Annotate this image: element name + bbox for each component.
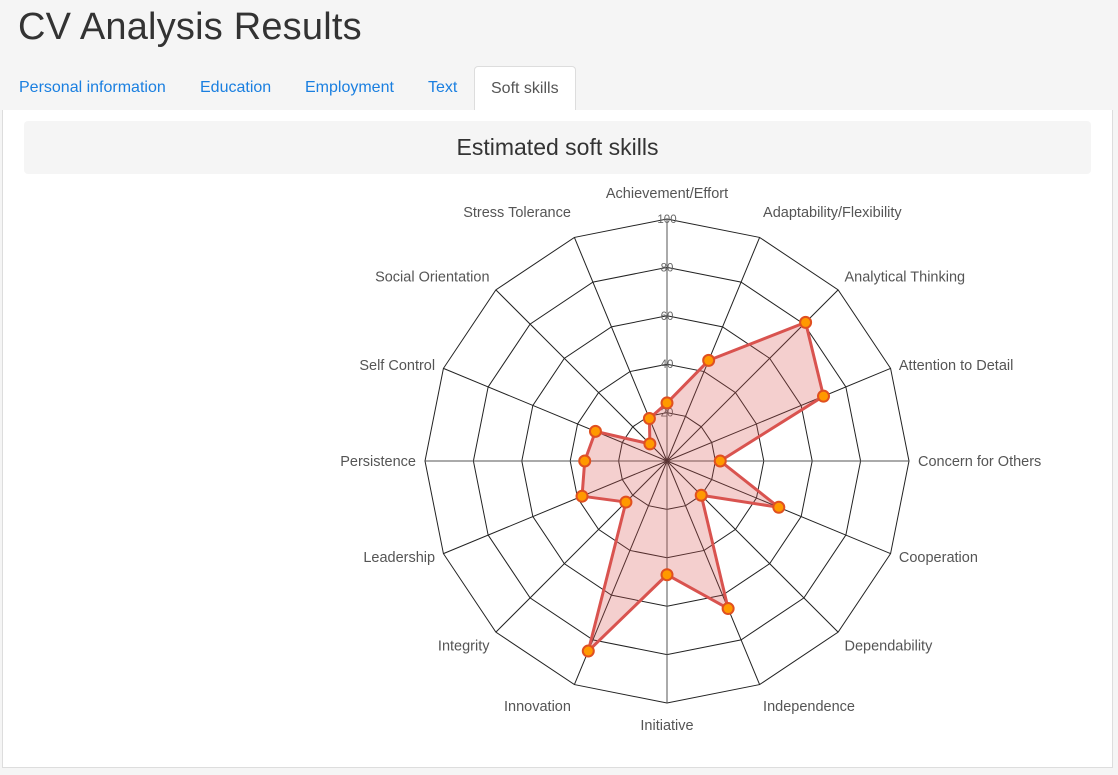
data-point bbox=[642, 412, 656, 426]
tick-label: 60 bbox=[661, 311, 674, 323]
grid-spoke bbox=[495, 289, 668, 462]
tick-label: 40 bbox=[661, 359, 674, 371]
grid-spoke bbox=[666, 237, 761, 462]
category-label: Dependability bbox=[844, 638, 933, 654]
data-point bbox=[643, 437, 657, 451]
soft-skills-panel: Estimated soft skills bbox=[2, 110, 1113, 768]
tab-personal-information[interactable]: Personal information bbox=[19, 79, 166, 96]
grid-spoke bbox=[666, 460, 761, 685]
data-point bbox=[702, 353, 716, 367]
category-label: Leadership bbox=[363, 550, 435, 566]
category-label: Social Orientation bbox=[375, 270, 489, 286]
grid-spoke bbox=[666, 367, 891, 462]
tick-label: 100 bbox=[657, 214, 676, 226]
category-label: Achievement/Effort bbox=[606, 186, 728, 202]
page-title: CV Analysis Results bbox=[18, 6, 362, 48]
grid-spoke bbox=[443, 460, 668, 555]
category-label: Initiative bbox=[640, 718, 693, 734]
category-label: Analytical Thinking bbox=[844, 270, 965, 286]
category-label: Concern for Others bbox=[918, 454, 1041, 470]
grid-spoke bbox=[495, 460, 668, 633]
data-point bbox=[772, 500, 786, 514]
data-point bbox=[721, 602, 735, 616]
data-point bbox=[799, 315, 813, 329]
data-point bbox=[578, 454, 592, 468]
data-point bbox=[694, 488, 708, 502]
data-point bbox=[619, 495, 633, 509]
category-label: Attention to Detail bbox=[899, 358, 1013, 374]
data-point bbox=[660, 396, 674, 410]
data-point bbox=[581, 644, 595, 658]
category-label: Integrity bbox=[438, 638, 490, 654]
category-label: Cooperation bbox=[899, 550, 978, 566]
grid-spoke bbox=[666, 460, 839, 633]
grid-spoke bbox=[443, 367, 668, 462]
data-point bbox=[588, 424, 602, 438]
tab-text[interactable]: Text bbox=[428, 79, 458, 96]
data-point bbox=[660, 568, 674, 582]
category-label: Stress Tolerance bbox=[463, 205, 571, 221]
panel-heading: Estimated soft skills bbox=[24, 121, 1091, 174]
data-point bbox=[817, 389, 831, 403]
category-label: Independence bbox=[763, 699, 855, 715]
series-area bbox=[580, 320, 826, 653]
category-label: Adaptability/Flexibility bbox=[763, 205, 902, 221]
tab-education[interactable]: Education bbox=[200, 79, 272, 96]
category-label: Persistence bbox=[340, 454, 416, 470]
data-point bbox=[575, 489, 589, 503]
tick-label: 80 bbox=[661, 262, 674, 274]
tick-label: 20 bbox=[661, 408, 674, 420]
category-label: Self Control bbox=[359, 358, 435, 374]
data-point bbox=[713, 454, 727, 468]
category-label: Innovation bbox=[504, 699, 571, 715]
tab-employment[interactable]: Employment bbox=[305, 79, 394, 96]
